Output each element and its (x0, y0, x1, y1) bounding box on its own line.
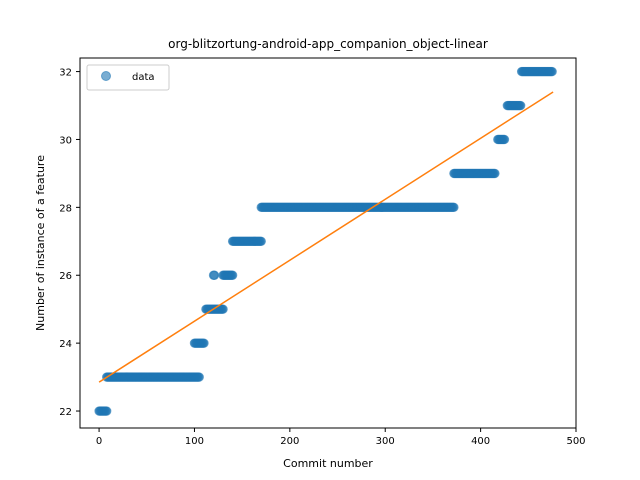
fit-line (98, 91, 554, 383)
legend-data-marker (101, 71, 111, 81)
data-point (515, 100, 526, 111)
x-axis-ticks: 0 100 200 300 400 500 (96, 428, 586, 447)
data-point (499, 134, 510, 145)
fit-line-layer (98, 91, 554, 383)
x-tick-label: 500 (566, 436, 585, 447)
legend: data (86, 64, 170, 91)
legend-frame (86, 64, 170, 91)
x-tick-label: 300 (376, 436, 395, 447)
legend-entry-data: data (132, 72, 155, 83)
data-point (102, 406, 112, 416)
x-axis-label: Commit number (283, 457, 373, 470)
data-point (256, 236, 266, 247)
data-point (218, 304, 228, 314)
y-tick-label: 22 (59, 407, 72, 418)
y-axis-label: Number of instance of a feature (34, 155, 47, 331)
x-tick-label: 100 (185, 436, 204, 447)
y-axis-ticks: 22 24 26 28 30 32 (59, 68, 80, 418)
data-point (449, 202, 459, 213)
y-tick-label: 30 (59, 135, 72, 146)
x-tick-label: 0 (96, 436, 102, 447)
y-tick-label: 26 (59, 271, 72, 282)
x-tick-label: 200 (280, 436, 299, 447)
y-tick-label: 28 (59, 203, 72, 214)
data-layer (94, 66, 557, 416)
data-point (199, 338, 209, 348)
data-point (547, 66, 557, 77)
x-tick-label: 400 (471, 436, 490, 447)
chart-title: org-blitzortung-android-app_companion_ob… (168, 37, 488, 51)
data-point (490, 168, 500, 179)
plot-frame (79, 57, 577, 429)
y-tick-label: 24 (59, 339, 72, 350)
data-point (227, 270, 238, 280)
data-point (194, 372, 204, 382)
y-tick-label: 32 (59, 68, 72, 79)
data-point (209, 270, 220, 280)
